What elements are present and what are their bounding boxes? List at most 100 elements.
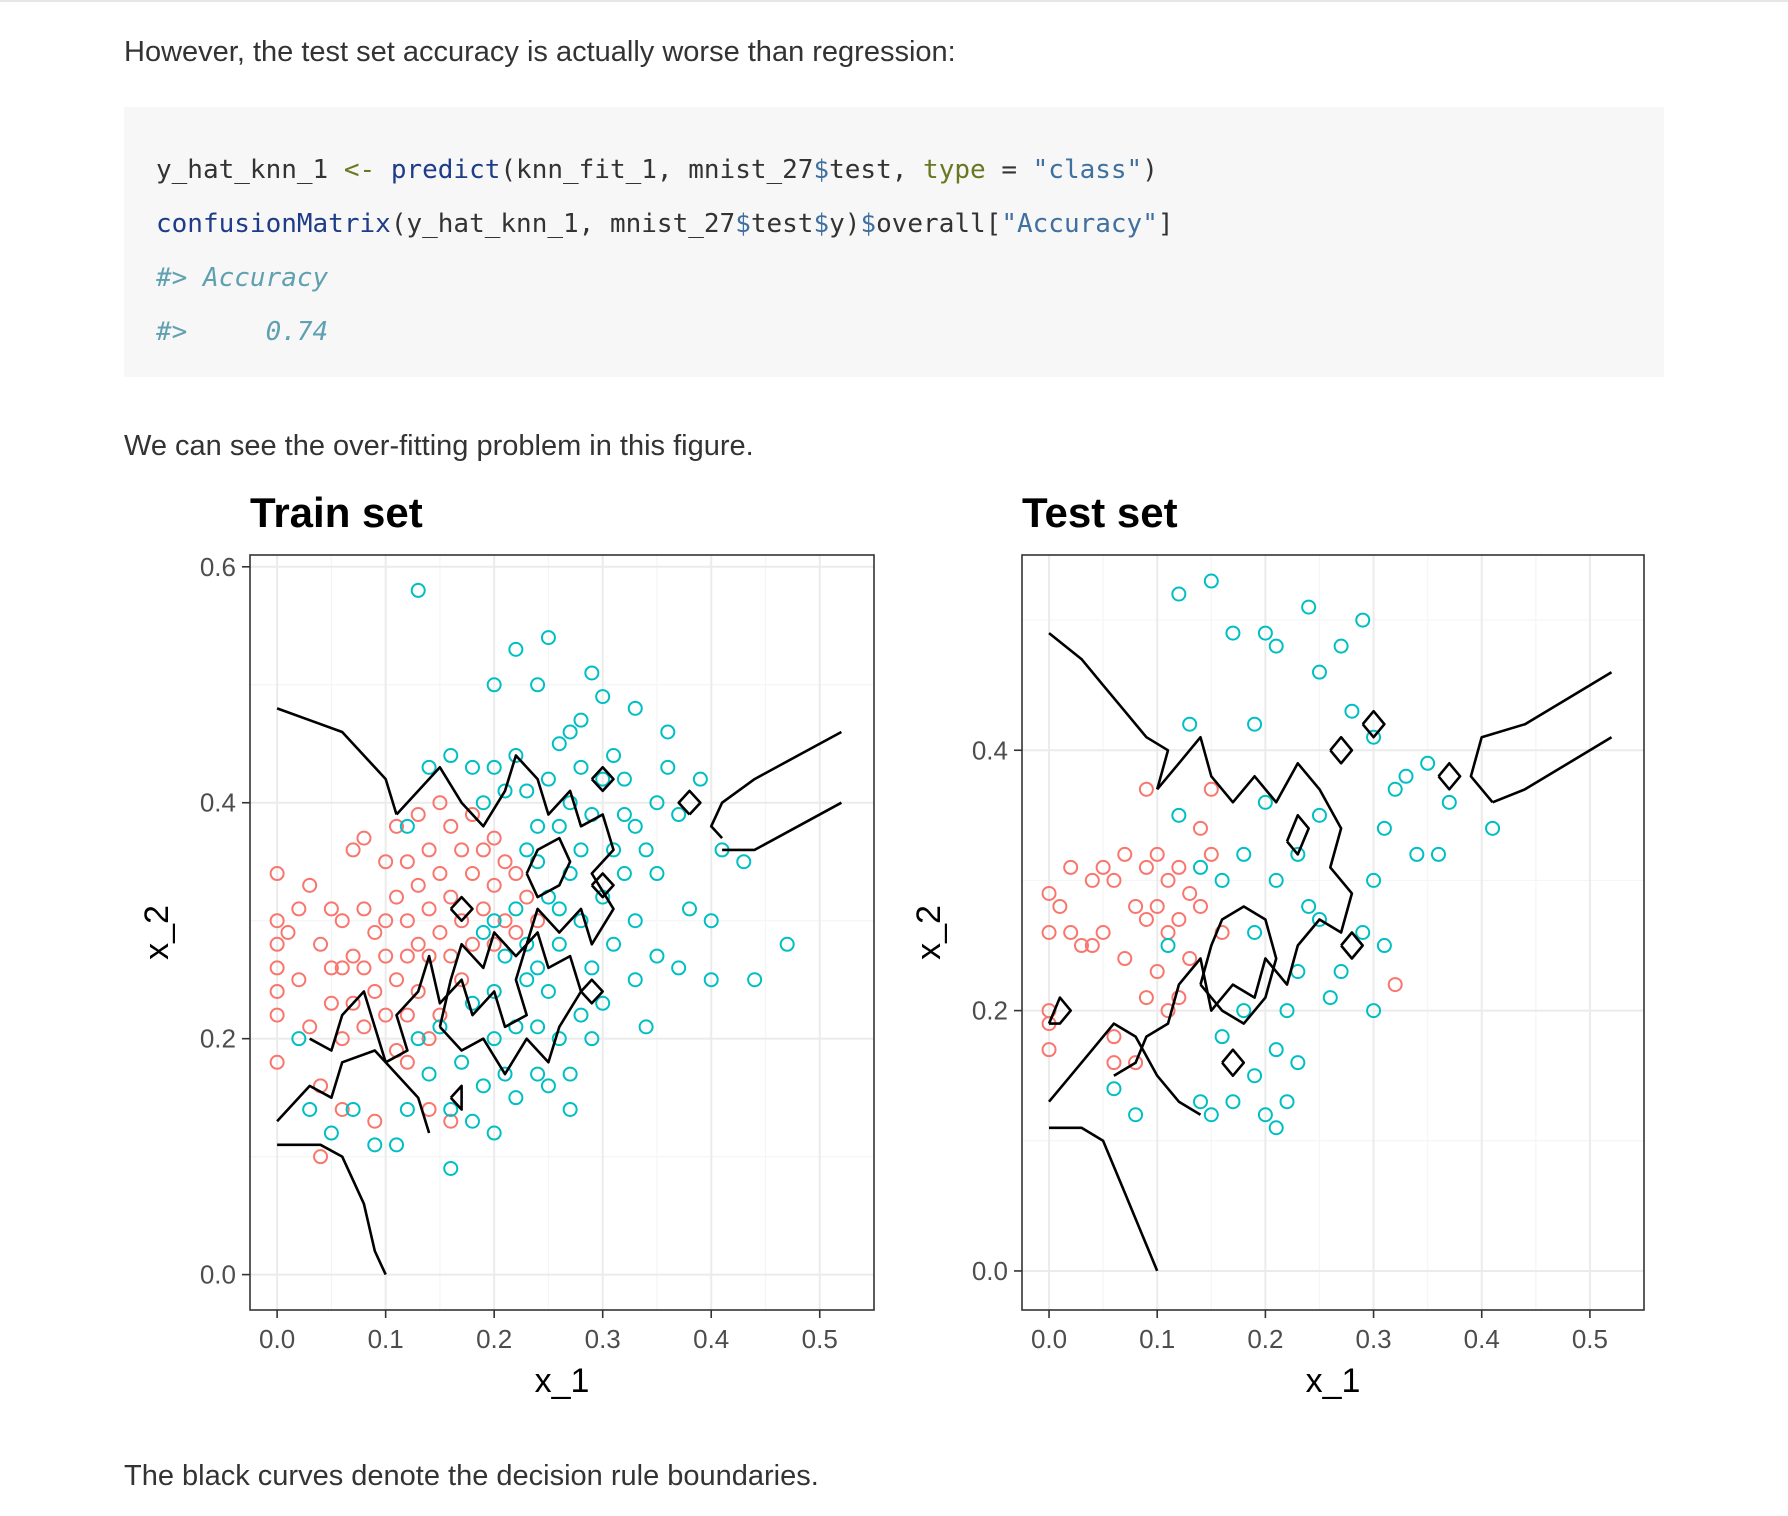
top-divider [0, 0, 1788, 2]
panel-background [1022, 555, 1644, 1310]
data-point [1247, 1068, 1263, 1084]
data-point [519, 936, 535, 952]
data-point [530, 1019, 546, 1035]
panel-border [1021, 554, 1645, 1311]
data-point [562, 724, 578, 740]
decision-boundary [1340, 931, 1364, 960]
code-token: $ [860, 209, 877, 239]
data-point [1203, 781, 1219, 797]
decision-boundary [449, 895, 474, 922]
data-point [486, 830, 502, 846]
data-point [736, 854, 752, 870]
data-point [323, 995, 339, 1011]
data-point [508, 1090, 524, 1106]
decision-boundary [1469, 671, 1613, 804]
data-point [616, 866, 632, 882]
data-point [551, 736, 567, 752]
decision-boundary [1221, 1048, 1246, 1077]
data-point [464, 936, 480, 952]
data-point [1398, 768, 1414, 784]
code-token: test, [829, 155, 924, 185]
data-point [1149, 846, 1165, 862]
code-token: ) [1142, 155, 1158, 185]
data-point [399, 1007, 415, 1023]
y-tick-label: 0.0 [972, 1256, 1008, 1286]
data-point [334, 913, 350, 929]
data-point [1182, 951, 1198, 967]
data-point [486, 1031, 502, 1047]
decision-boundary [580, 978, 604, 1005]
data-point [1160, 1003, 1176, 1019]
data-point [291, 1031, 307, 1047]
data-point [421, 842, 437, 858]
data-point [703, 913, 719, 929]
data-point [1106, 872, 1122, 888]
code-token: test [750, 209, 814, 239]
data-point [464, 866, 480, 882]
data-point [540, 630, 556, 646]
data-point [1084, 872, 1100, 888]
data-point [291, 972, 307, 988]
data-point [432, 1019, 448, 1035]
decision-boundary [1437, 762, 1462, 791]
data-point [1128, 1055, 1144, 1071]
data-point [584, 1031, 600, 1047]
data-point [302, 1019, 318, 1035]
x-axis-title: x_1 [1306, 1362, 1361, 1400]
panel-border [249, 554, 875, 1311]
data-point [540, 1078, 556, 1094]
data-point [573, 913, 589, 929]
decision-boundary [1492, 736, 1613, 804]
chart-title: Test set [1022, 489, 1178, 536]
decision-boundary [677, 789, 702, 816]
code-token: $ [813, 209, 830, 239]
data-point [475, 795, 491, 811]
data-point [280, 925, 296, 940]
code-token: $ [813, 155, 830, 185]
decision-boundary [277, 1143, 387, 1276]
data-point [1366, 1003, 1382, 1019]
data-point [530, 818, 546, 834]
data-point [464, 995, 480, 1011]
data-point [345, 842, 361, 858]
data-point [1160, 872, 1176, 888]
code-block: y_hat_knn_1 <- predict(knn_fit_1, mnist_… [124, 107, 1664, 377]
data-point [389, 818, 405, 834]
data-point [519, 972, 535, 988]
data-point [1214, 1029, 1230, 1045]
data-point [551, 936, 567, 952]
data-point [334, 960, 350, 976]
data-point [1279, 1003, 1295, 1019]
data-point [389, 972, 405, 988]
data-point [1311, 807, 1327, 823]
x-tick-label: 0.1 [368, 1324, 404, 1354]
data-point [649, 948, 665, 964]
data-point [421, 759, 437, 775]
panel-background [250, 555, 874, 1310]
x-tick-label: 0.2 [1247, 1324, 1283, 1354]
data-point [682, 901, 698, 917]
decision-boundary [276, 707, 398, 815]
data-point [313, 936, 329, 952]
code-token: type [923, 155, 986, 185]
data-point [443, 1101, 459, 1117]
data-point [486, 1125, 502, 1141]
data-point [1095, 925, 1111, 940]
data-point [1041, 1042, 1057, 1058]
data-point [1160, 938, 1176, 954]
data-point [627, 818, 643, 834]
data-point [1420, 755, 1436, 771]
code-token: confusionMatrix [156, 209, 391, 239]
data-point [540, 771, 556, 787]
x-tick-label: 0.0 [1031, 1324, 1067, 1354]
data-point [1095, 859, 1111, 875]
data-point [367, 1137, 383, 1153]
data-point [1052, 898, 1068, 914]
data-point [1311, 911, 1327, 927]
data-point [356, 830, 372, 846]
data-point [627, 972, 643, 988]
data-point [269, 1007, 285, 1023]
data-point [421, 1031, 437, 1047]
data-point [378, 854, 394, 870]
data-point [562, 795, 578, 811]
